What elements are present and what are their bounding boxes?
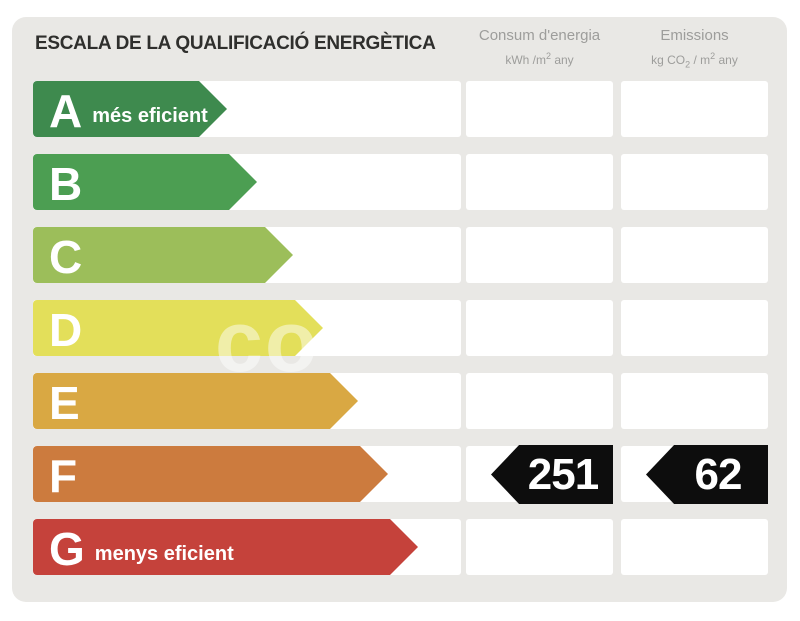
emissions-unit: kg CO2 / m2 any: [651, 51, 738, 70]
bar-track: E: [33, 373, 461, 429]
rating-note: menys eficient: [94, 543, 234, 565]
emissions-title: Emissions: [660, 27, 729, 44]
emissions-value: 62: [694, 449, 743, 499]
bar-track: D: [33, 300, 461, 356]
emissions-cell-f: 62: [621, 445, 768, 504]
rating-letter: G: [49, 523, 85, 575]
emissions-cell-d: [621, 300, 768, 356]
consum-cell-d: [466, 300, 613, 356]
consum-cell-g: [466, 519, 613, 575]
consum-value: 251: [527, 449, 599, 499]
page-title: ESCALA DE LA QUALIFICACIÓ ENERGÈTICA: [35, 33, 436, 54]
consum-cell-b: [466, 154, 613, 210]
rating-letter: E: [49, 377, 80, 429]
rating-bar-a: A més eficient: [33, 81, 227, 137]
column-header-emissions: Emissions kg CO2 / m2 any: [621, 26, 768, 71]
rating-row-f: F 251 62: [33, 445, 768, 504]
rating-letter: C: [49, 231, 83, 283]
rating-bar-e: E: [33, 373, 358, 429]
rating-row-d: D: [33, 300, 768, 356]
consum-unit: kWh /m2 any: [505, 51, 574, 67]
rating-letter: F: [49, 450, 78, 502]
rating-letter: B: [49, 158, 83, 210]
rating-bar-c: C: [33, 227, 293, 283]
consum-cell-f: 251: [466, 445, 613, 504]
emissions-cell-e: [621, 373, 768, 429]
rating-bar-d: D: [33, 300, 323, 356]
rating-letter: A: [49, 85, 83, 137]
rating-row-e: E: [33, 373, 768, 429]
rating-bar-g: G menys eficient: [33, 519, 418, 575]
bar-track: A més eficient: [33, 81, 461, 137]
consum-value-badge: 251: [491, 445, 613, 504]
consum-cell-c: [466, 227, 613, 283]
rating-row-a: A més eficient: [33, 81, 768, 137]
consum-cell-a: [466, 81, 613, 137]
column-header-consum: Consum d'energia kWh /m2 any: [466, 26, 613, 67]
emissions-cell-g: [621, 519, 768, 575]
rating-bar-b: B: [33, 154, 257, 210]
rating-note: més eficient: [92, 105, 208, 127]
energy-certificate-card: ESCALA DE LA QUALIFICACIÓ ENERGÈTICA Con…: [12, 17, 787, 602]
bar-track: B: [33, 154, 461, 210]
consum-cell-e: [466, 373, 613, 429]
bar-track: G menys eficient: [33, 519, 461, 575]
consum-title: Consum d'energia: [478, 27, 601, 44]
emissions-cell-c: [621, 227, 768, 283]
rating-row-g: G menys eficient: [33, 519, 768, 575]
rating-row-c: C: [33, 227, 768, 283]
bar-track: C: [33, 227, 461, 283]
rating-row-b: B: [33, 154, 768, 210]
bar-track: F: [33, 446, 461, 502]
emissions-cell-b: [621, 154, 768, 210]
emissions-cell-a: [621, 81, 768, 137]
rating-letter: D: [49, 304, 83, 356]
rating-bar-f: F: [33, 446, 388, 502]
rating-rows: A més eficient B C: [33, 81, 768, 592]
emissions-value-badge: 62: [646, 445, 768, 504]
